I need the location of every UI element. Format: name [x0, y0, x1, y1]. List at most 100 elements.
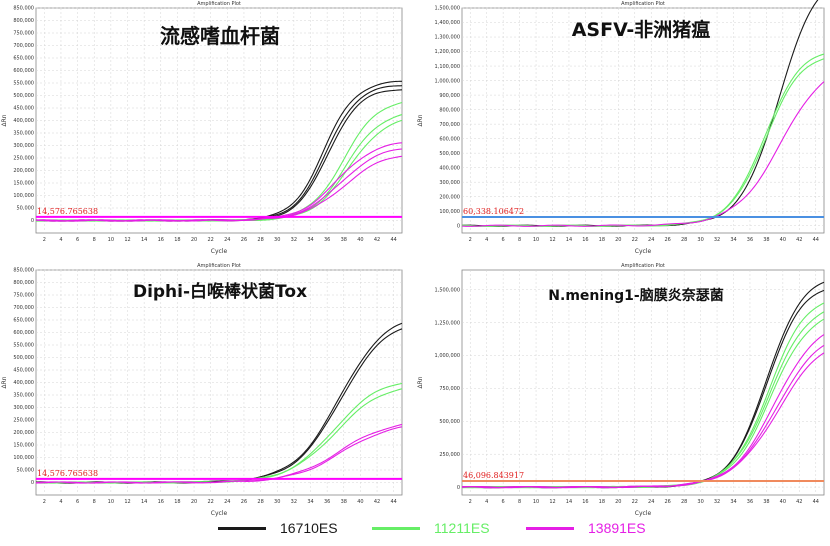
y-tick-label: 1,000,000 [435, 78, 460, 84]
y-tick-label: 700,000 [13, 305, 34, 311]
y-tick-label: 600,000 [439, 136, 460, 142]
x-tick-label: 4 [59, 237, 62, 243]
chart-title: Diphi-白喉棒状菌Tox [133, 281, 307, 302]
x-tick-label: 16 [158, 499, 164, 505]
x-tick-label: 14 [566, 237, 572, 243]
y-tick-label: 0 [457, 485, 460, 491]
plot-title: Amplification Plot [197, 263, 241, 269]
x-tick-label: 10 [108, 237, 114, 243]
plot-title: Amplification Plot [197, 1, 241, 7]
legend-label: 11211ES [434, 520, 490, 536]
y-tick-label: 100,000 [13, 193, 34, 199]
x-tick-label: 34 [730, 237, 736, 243]
x-tick-label: 2 [43, 499, 46, 505]
amplification-curve-13891ES [35, 426, 403, 484]
x-tick-label: 32 [714, 237, 720, 243]
y-tick-label: 500,000 [439, 419, 460, 425]
y-tick-label: 550,000 [13, 81, 34, 87]
x-tick-label: 40 [780, 237, 786, 243]
x-tick-label: 18 [174, 499, 180, 505]
x-tick-label: 22 [632, 499, 638, 505]
y-tick-label: 50,000 [17, 468, 35, 474]
x-tick-label: 24 [648, 237, 654, 243]
x-tick-label: 18 [174, 237, 180, 243]
y-tick-label: 450,000 [13, 106, 34, 112]
chart-title: 流感嗜血杆菌 [160, 24, 280, 48]
x-tick-label: 32 [714, 499, 720, 505]
x-tick-label: 42 [796, 499, 802, 505]
x-tick-label: 40 [357, 499, 363, 505]
x-axis-label: Cycle [635, 510, 652, 517]
y-tick-label: 850,000 [13, 268, 34, 274]
x-tick-label: 6 [502, 499, 505, 505]
legend-item-11211ES: 11211ES [372, 516, 490, 540]
x-tick-label: 10 [533, 499, 539, 505]
amplification-curve-13891ES [461, 81, 825, 227]
x-axis-label: Cycle [635, 248, 652, 255]
y-tick-label: 500,000 [439, 151, 460, 157]
y-tick-label: 200,000 [439, 194, 460, 200]
x-tick-label: 34 [730, 499, 736, 505]
y-tick-label: 800,000 [13, 18, 34, 24]
x-tick-label: 16 [582, 237, 588, 243]
x-tick-label: 14 [141, 499, 147, 505]
legend-label: 13891ES [588, 520, 646, 536]
legend-item-13891ES: 13891ES [526, 516, 646, 540]
x-tick-label: 30 [697, 237, 703, 243]
x-tick-label: 16 [158, 237, 164, 243]
x-tick-label: 8 [93, 237, 96, 243]
x-tick-label: 36 [324, 237, 330, 243]
threshold-label: 14,576.765638 [37, 469, 98, 478]
y-tick-label: 250,000 [13, 156, 34, 162]
y-tick-label: 750,000 [13, 293, 34, 299]
x-tick-label: 6 [502, 237, 505, 243]
plot-frame [35, 269, 403, 496]
y-tick-label: 850,000 [13, 6, 34, 12]
x-tick-label: 34 [307, 237, 313, 243]
legend-swatch [372, 526, 420, 530]
y-tick-label: 200,000 [13, 168, 34, 174]
x-tick-label: 24 [224, 499, 230, 505]
x-tick-label: 2 [43, 237, 46, 243]
y-tick-label: 650,000 [13, 56, 34, 62]
y-tick-label: 250,000 [439, 452, 460, 458]
y-tick-label: 350,000 [13, 393, 34, 399]
y-tick-label: 750,000 [13, 31, 34, 37]
y-tick-label: 300,000 [13, 405, 34, 411]
x-tick-label: 10 [108, 499, 114, 505]
x-tick-label: 8 [93, 499, 96, 505]
x-tick-label: 24 [224, 237, 230, 243]
x-axis-label: Cycle [211, 510, 228, 517]
chart-title: N.mening1-脑膜炎奈瑟菌 [548, 287, 723, 304]
x-tick-label: 40 [357, 237, 363, 243]
y-tick-label: 500,000 [13, 355, 34, 361]
x-tick-label: 8 [518, 499, 521, 505]
x-tick-label: 36 [747, 499, 753, 505]
x-tick-label: 26 [664, 499, 670, 505]
y-tick-label: 700,000 [13, 43, 34, 49]
x-tick-label: 44 [390, 499, 396, 505]
x-tick-label: 38 [763, 499, 769, 505]
y-tick-label: 1,100,000 [435, 64, 460, 70]
threshold-label: 60,338.106472 [463, 207, 524, 216]
x-tick-label: 28 [257, 237, 263, 243]
y-tick-label: 700,000 [439, 122, 460, 128]
plot-frame [461, 269, 825, 496]
legend-swatch [526, 526, 574, 530]
y-tick-label: 600,000 [13, 330, 34, 336]
x-tick-label: 26 [664, 237, 670, 243]
amplification-curve-13891ES [461, 352, 825, 489]
x-tick-label: 14 [141, 237, 147, 243]
y-tick-label: 450,000 [13, 368, 34, 374]
x-tick-label: 8 [518, 237, 521, 243]
y-tick-label: 1,000,000 [435, 353, 460, 359]
y-tick-label: 0 [457, 223, 460, 229]
y-tick-label: 100,000 [439, 209, 460, 215]
y-tick-label: 400,000 [13, 380, 34, 386]
x-tick-label: 6 [76, 499, 79, 505]
y-tick-label: 1,500,000 [435, 287, 460, 293]
y-tick-label: 650,000 [13, 318, 34, 324]
x-tick-label: 26 [241, 499, 247, 505]
